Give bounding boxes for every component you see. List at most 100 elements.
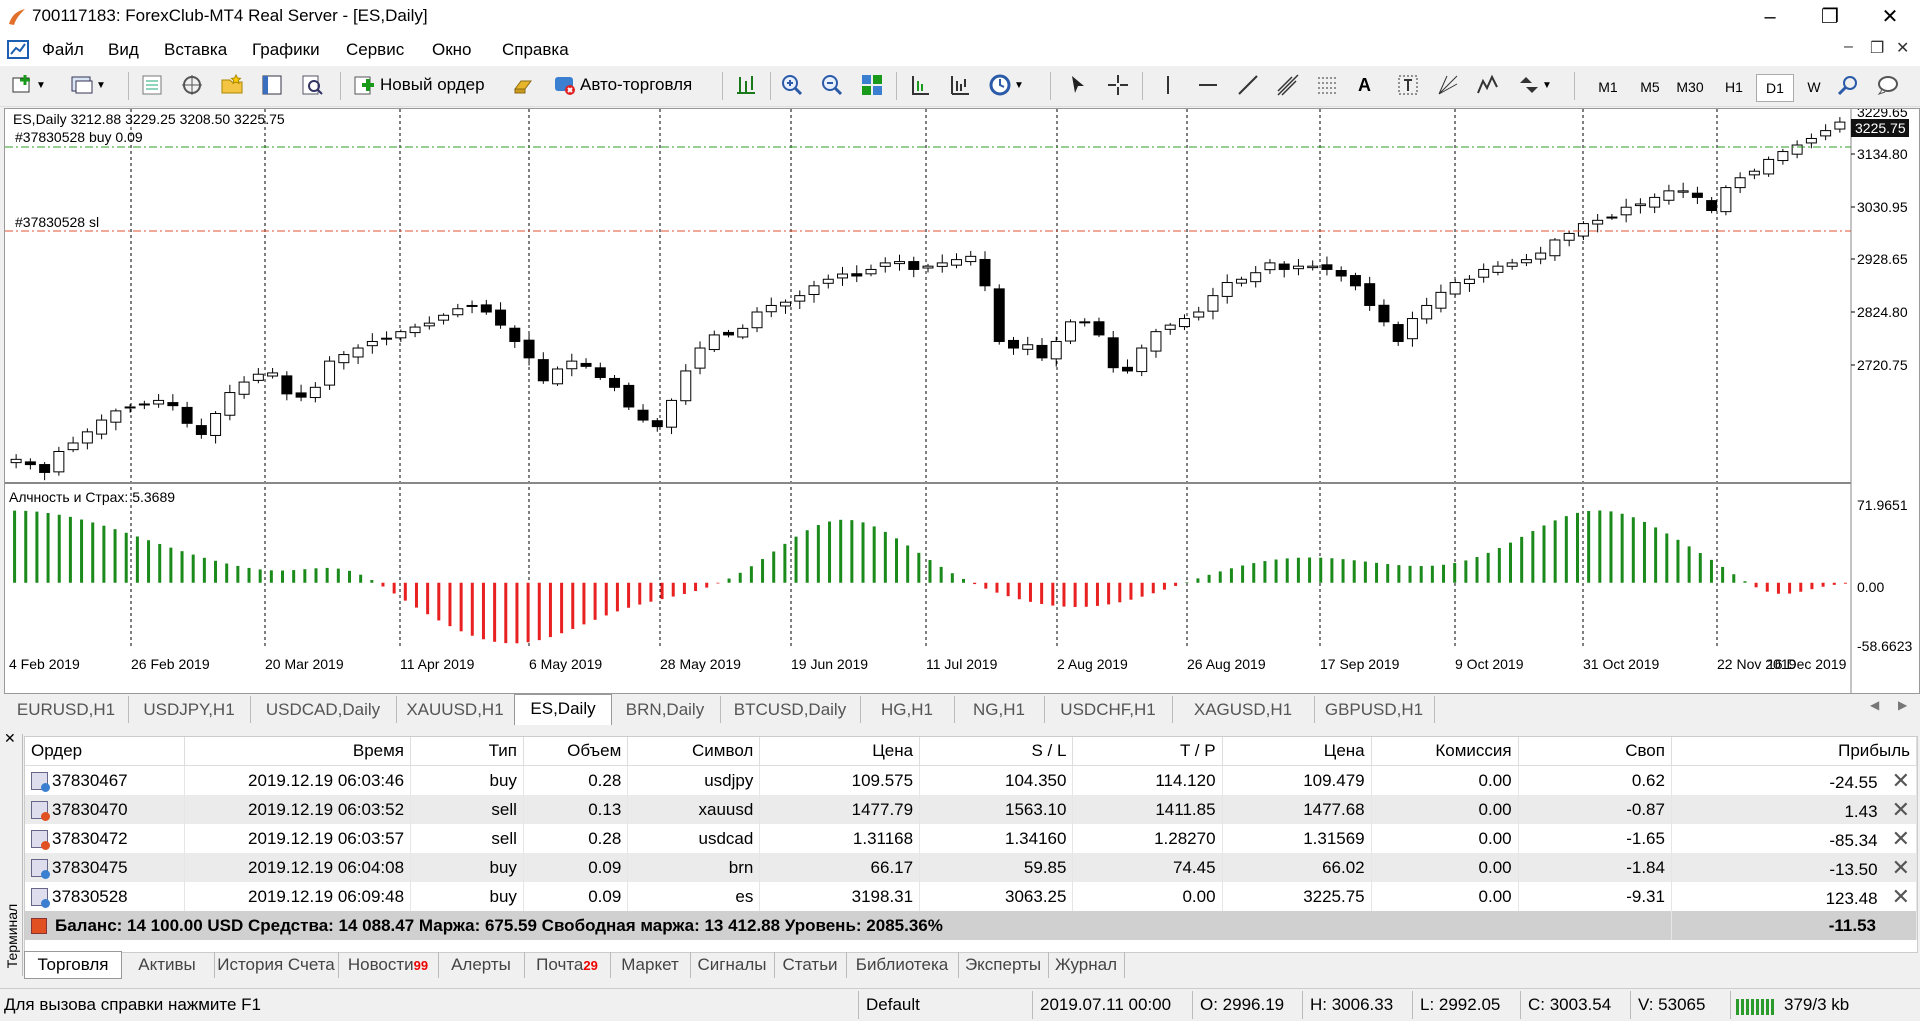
auto-trading-button[interactable]: Авто-торговля xyxy=(552,70,692,100)
column-header[interactable]: Символ xyxy=(627,737,761,766)
terminal-tab[interactable]: Сигналы xyxy=(690,952,775,978)
price-chart[interactable]: ES,Daily 3212.88 3229.25 3208.50 3225.75… xyxy=(5,109,1919,693)
terminal-tab[interactable]: Торговля xyxy=(24,951,122,979)
timeframe-m5[interactable]: M5 xyxy=(1640,79,1660,95)
menu-file[interactable]: Файл xyxy=(42,40,84,59)
text-tool-button[interactable]: A xyxy=(1358,70,1371,100)
new-order-button[interactable]: Новый ордер xyxy=(352,70,485,100)
menu-charts[interactable]: Графики xyxy=(252,40,320,59)
chart-tab-hg-h1[interactable]: HG,H1 xyxy=(860,696,955,723)
column-header[interactable]: Цена xyxy=(1222,737,1372,766)
zoom-out-button[interactable] xyxy=(820,70,844,100)
terminal-tab[interactable]: Журнал xyxy=(1048,952,1125,978)
order-row[interactable]: 37830470 2019.12.19 06:03:52 sell 0.13 xauus… xyxy=(25,795,1918,824)
column-header[interactable]: Цена xyxy=(759,737,921,766)
horizontal-line-button[interactable] xyxy=(1196,70,1220,100)
profiles-button[interactable]: ▼ xyxy=(70,70,106,100)
chart-tab-xauusd-h1[interactable]: XAUUSD,H1 xyxy=(396,696,515,723)
close-terminal-icon[interactable]: ✕ xyxy=(4,730,16,746)
minimize-button[interactable]: – xyxy=(1764,6,1776,28)
periods-button[interactable]: ▼ xyxy=(988,70,1024,100)
equidistant-channel-button[interactable] xyxy=(1276,70,1300,100)
column-header[interactable]: Объем xyxy=(523,737,629,766)
vertical-line-button[interactable] xyxy=(1156,70,1180,100)
chart-tab-xagusd-h1[interactable]: XAGUSD,H1 xyxy=(1172,696,1315,723)
cursor-tool-button[interactable] xyxy=(1066,70,1090,100)
close-order-icon[interactable]: ✕ xyxy=(1891,796,1910,822)
navigator-button[interactable] xyxy=(180,70,204,100)
terminal-tab[interactable]: Статьи xyxy=(774,952,847,978)
column-header[interactable]: Своп xyxy=(1518,737,1672,766)
column-header[interactable]: Комиссия xyxy=(1371,737,1519,766)
folder-star-button[interactable] xyxy=(220,70,244,100)
column-header[interactable]: Тип xyxy=(410,737,524,766)
terminal-tab[interactable]: Маркет xyxy=(610,952,691,978)
chat-button[interactable] xyxy=(1876,70,1900,100)
tester-button[interactable] xyxy=(300,70,324,100)
search-button[interactable] xyxy=(1836,70,1860,100)
crosshair-tool-button[interactable] xyxy=(1106,70,1130,100)
tabs-scroll-right-icon[interactable]: ▶ xyxy=(1898,698,1908,712)
timeframe-m1[interactable]: M1 xyxy=(1598,79,1618,95)
chart-tab-gbpusd-h1[interactable]: GBPUSD,H1 xyxy=(1314,696,1435,723)
menu-tools[interactable]: Сервис xyxy=(346,40,405,59)
column-header[interactable]: Время xyxy=(184,737,412,766)
terminal-button[interactable] xyxy=(260,70,284,100)
timeframe-m30[interactable]: M30 xyxy=(1676,79,1704,95)
chart-shift-button[interactable] xyxy=(948,70,972,100)
auto-scroll-button[interactable] xyxy=(908,70,932,100)
gann-button[interactable] xyxy=(1436,70,1460,100)
terminal-tab[interactable]: Почта29 xyxy=(524,952,611,978)
arrows-button[interactable]: ▼ xyxy=(1516,70,1552,100)
text-label-button[interactable] xyxy=(1396,70,1420,100)
chart-window[interactable]: ES,Daily 3212.88 3229.25 3208.50 3225.75… xyxy=(4,108,1920,694)
chart-tab-usdcad-daily[interactable]: USDCAD,Daily xyxy=(250,696,397,723)
order-row[interactable]: 37830467 2019.12.19 06:03:46 buy 0.28 usdjpy… xyxy=(25,765,1918,795)
menu-window[interactable]: Окно xyxy=(432,40,472,59)
close-button[interactable]: ✕ xyxy=(1881,6,1899,28)
menu-insert[interactable]: Вставка xyxy=(164,40,228,59)
menu-view[interactable]: Вид xyxy=(108,40,139,59)
chart-tab-usdchf-h1[interactable]: USDCHF,H1 xyxy=(1044,696,1173,723)
fibonacci-button[interactable] xyxy=(1316,70,1340,100)
timeframe-h1[interactable]: H1 xyxy=(1725,79,1743,95)
mdi-restore-button[interactable]: ❐ xyxy=(1870,40,1885,57)
chart-tab-brn-daily[interactable]: BRN,Daily xyxy=(610,696,721,723)
bar-chart-button[interactable] xyxy=(734,70,758,100)
terminal-tab[interactable]: Активы xyxy=(120,952,215,978)
zoom-in-button[interactable] xyxy=(780,70,804,100)
terminal-tab[interactable]: Библиотека xyxy=(846,952,959,978)
timeframe-d1[interactable]: D1 xyxy=(1756,74,1794,102)
timeframe-w[interactable]: W xyxy=(1807,79,1821,95)
chart-tab-btcusd-daily[interactable]: BTCUSD,Daily xyxy=(720,696,861,723)
terminal-side-tab[interactable]: Терминал ✕ xyxy=(0,730,23,976)
order-row[interactable]: 37830528 2019.12.19 06:09:48 buy 0.09 es 3198… xyxy=(25,882,1918,911)
tabs-scroll-left-icon[interactable]: ◀ xyxy=(1870,698,1880,712)
terminal-tab[interactable]: Новости99 xyxy=(338,952,439,978)
order-row[interactable]: 37830472 2019.12.19 06:03:57 sell 0.28 usdca… xyxy=(25,824,1918,853)
close-order-icon[interactable]: ✕ xyxy=(1891,883,1910,909)
chart-tab-es-daily[interactable]: ES,Daily xyxy=(514,694,612,725)
column-header[interactable]: T / P xyxy=(1072,737,1223,766)
maximize-button[interactable]: ❐ xyxy=(1821,6,1839,28)
mdi-minimize-button[interactable]: – xyxy=(1844,38,1853,55)
elliott-button[interactable] xyxy=(1476,70,1500,100)
mdi-close-button[interactable]: ✕ xyxy=(1896,40,1910,57)
market-watch-button[interactable] xyxy=(140,70,164,100)
terminal-tab[interactable]: История Счета xyxy=(214,952,339,978)
trendline-button[interactable] xyxy=(1236,70,1260,100)
chart-tab-ng-h1[interactable]: NG,H1 xyxy=(954,696,1045,723)
menu-help[interactable]: Справка xyxy=(502,40,569,59)
chart-tab-usdjpy-h1[interactable]: USDJPY,H1 xyxy=(128,696,251,723)
new-chart-button[interactable]: ▼ xyxy=(10,70,46,100)
close-order-icon[interactable]: ✕ xyxy=(1891,854,1910,880)
market-button[interactable] xyxy=(512,70,536,100)
close-order-icon[interactable]: ✕ xyxy=(1891,825,1910,851)
order-row[interactable]: 37830475 2019.12.19 06:04:08 buy 0.09 brn 66.… xyxy=(25,853,1918,882)
close-order-icon[interactable]: ✕ xyxy=(1891,767,1910,793)
chart-tab-eurusd-h1[interactable]: EURUSD,H1 xyxy=(4,696,129,723)
column-header[interactable]: Ордер xyxy=(25,737,186,766)
column-header[interactable]: S / L xyxy=(919,737,1074,766)
terminal-tab[interactable]: Эксперты xyxy=(958,952,1049,978)
column-header[interactable]: Прибыль xyxy=(1671,737,1918,766)
